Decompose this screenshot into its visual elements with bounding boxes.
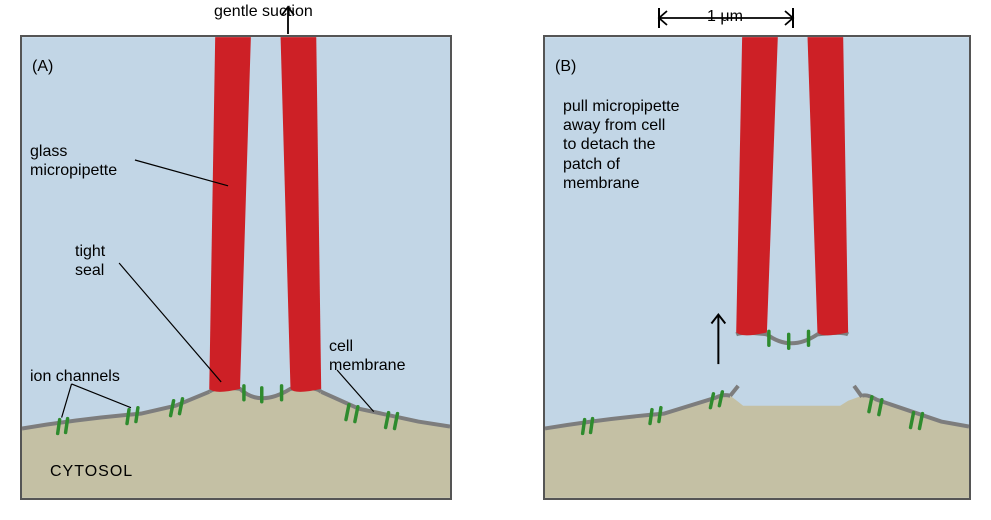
panel-b: (B) pull micropipette away from cell to … (543, 35, 971, 500)
panel-a: (A) glass micropipette tight seal cell m… (20, 35, 452, 500)
pull-micropipette-label: pull micropipette away from cell to deta… (563, 97, 680, 193)
cell-membrane-label: cell membrane (329, 337, 405, 375)
tight-seal-label: tight seal (75, 242, 105, 280)
scale-bar-icon (650, 4, 840, 32)
ion-channels-label: ion channels (30, 367, 120, 386)
panel-b-tag: (B) (555, 57, 576, 76)
scale-bar-label: 1 μm (707, 8, 743, 26)
panel-a-tag: (A) (32, 57, 53, 76)
glass-micropipette-label: glass micropipette (30, 142, 117, 180)
cytosol-label: CYTOSOL (50, 462, 133, 481)
suction-arrow-icon (278, 4, 298, 36)
